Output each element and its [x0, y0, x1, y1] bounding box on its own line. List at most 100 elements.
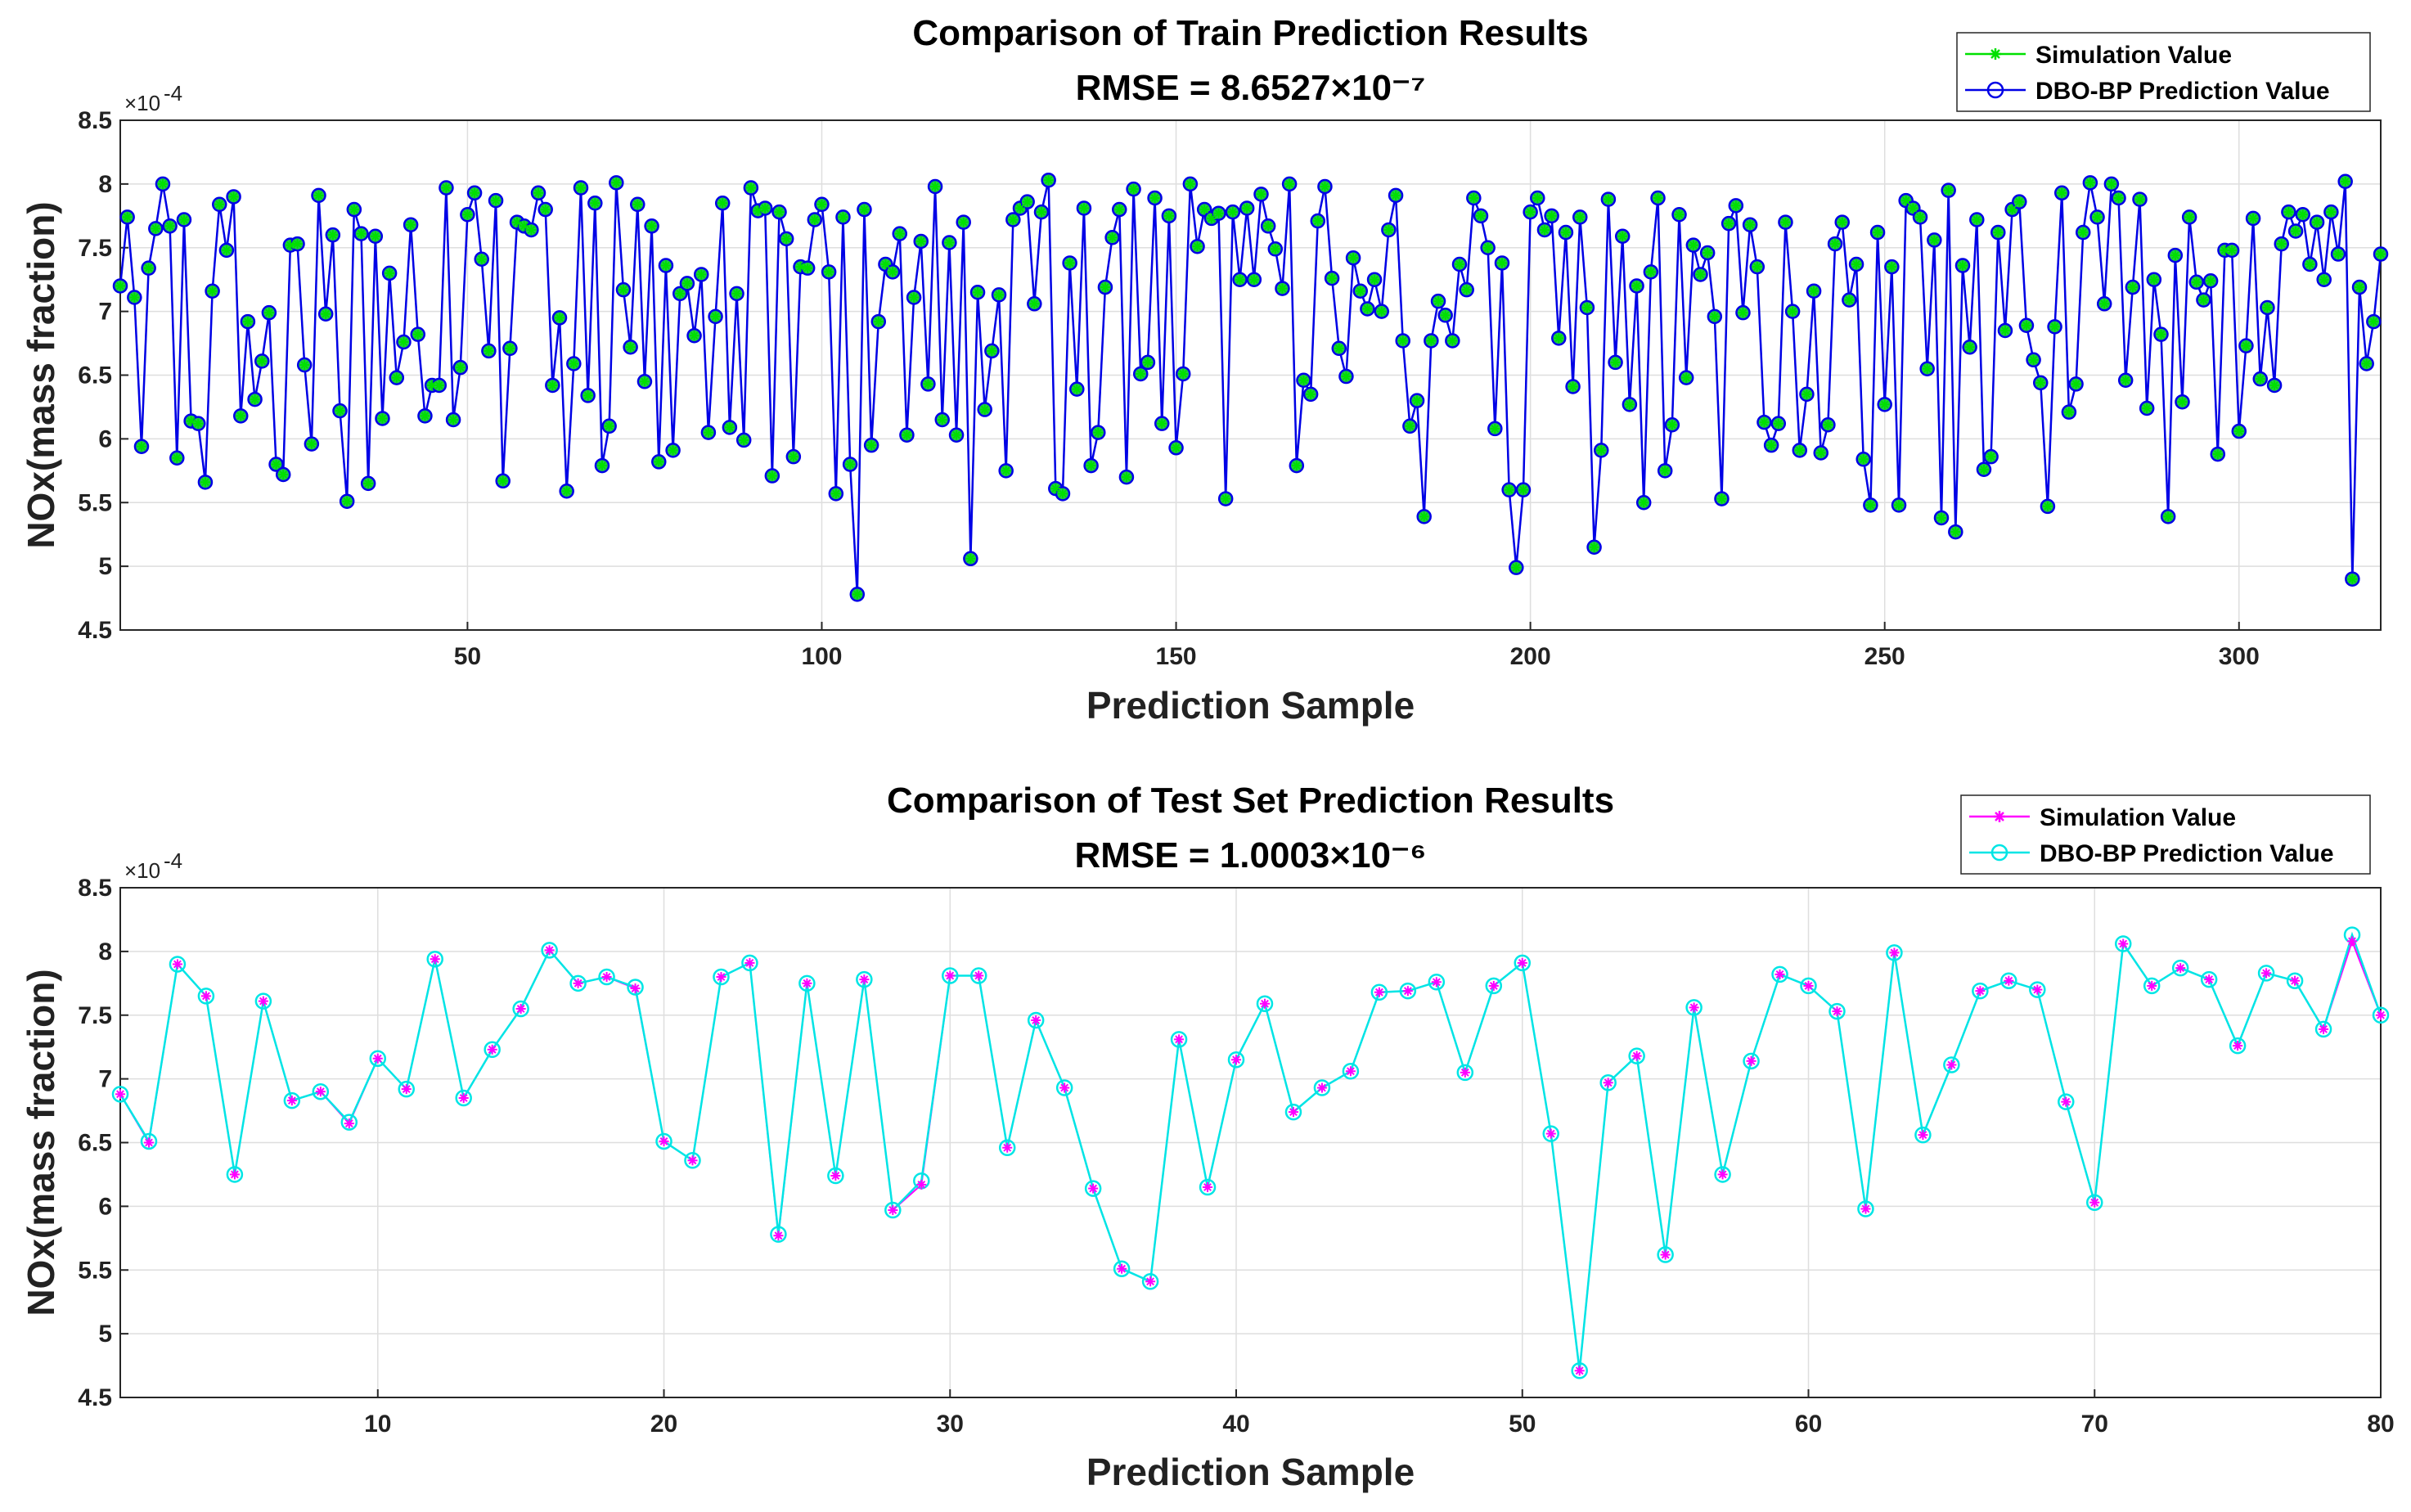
prediction-point — [598, 968, 615, 986]
prediction-point — [998, 1139, 1016, 1156]
simulation-point-stroke — [825, 268, 834, 277]
simulation-point-stroke — [1377, 307, 1386, 316]
prediction-point — [2029, 981, 2046, 998]
simulation-point-stroke — [1947, 1060, 1956, 1069]
simulation-point-stroke — [130, 293, 139, 302]
simulation-point-stroke — [2348, 574, 2357, 583]
simulation-point-stroke — [488, 1045, 497, 1054]
simulation-point-stroke — [1675, 210, 1684, 219]
simulation-point-stroke — [1816, 448, 1825, 457]
simulation-point — [1936, 512, 1946, 523]
simulation-point-stroke — [1804, 982, 1813, 990]
prediction-point — [1170, 1031, 1188, 1048]
simulation-point-stroke — [688, 1156, 697, 1165]
simulation-point-stroke — [1307, 389, 1316, 398]
simulation-point-stroke — [2121, 376, 2130, 385]
simulation-point-stroke — [201, 478, 209, 487]
simulation-point-stroke — [846, 460, 855, 469]
simulation-point-stroke — [1462, 286, 1471, 295]
simulation-point-stroke — [2079, 228, 2088, 236]
simulation-point-stroke — [1460, 1068, 1469, 1077]
simulation-point — [1447, 335, 1458, 346]
simulation-point-stroke — [2107, 179, 2116, 188]
simulation-point-stroke — [1640, 498, 1649, 507]
simulation-point — [873, 317, 884, 327]
simulation-point — [497, 475, 508, 486]
simulation-point-stroke — [831, 1172, 840, 1180]
x-tick-label: 20 — [650, 1411, 677, 1438]
simulation-point-stroke — [1760, 418, 1769, 427]
simulation-point-stroke — [1498, 259, 1506, 268]
simulation-point — [703, 427, 713, 438]
simulation-point-stroke — [442, 183, 451, 192]
simulation-point — [1221, 493, 1231, 504]
simulation-point-stroke — [2015, 197, 2024, 206]
y-tick-label: 7 — [98, 299, 112, 326]
simulation-point — [193, 418, 204, 429]
simulation-point-stroke — [583, 391, 592, 400]
simulation-point-stroke — [434, 381, 443, 389]
simulation-point-stroke — [250, 395, 259, 403]
simulation-point — [484, 345, 494, 356]
simulation-point — [1823, 420, 1833, 430]
simulation-point — [1560, 227, 1571, 238]
simulation-point — [951, 430, 962, 440]
prediction-point — [254, 992, 272, 1010]
simulation-point — [1759, 417, 1770, 428]
y-tick-label: 8.5 — [78, 107, 112, 134]
simulation-point-stroke — [1951, 528, 1960, 536]
simulation-point-stroke — [1328, 274, 1337, 283]
simulation-point-stroke — [1030, 299, 1039, 308]
simulation-point-stroke — [598, 461, 606, 470]
simulation-point-stroke — [2114, 194, 2123, 202]
simulation-point — [344, 1118, 354, 1129]
simulation-point — [1064, 258, 1075, 268]
simulation-point — [2032, 984, 2043, 995]
simulation-point-stroke — [516, 1005, 525, 1013]
simulation-point — [1589, 542, 1599, 552]
simulation-point — [512, 217, 523, 227]
x-tick-label: 80 — [2367, 1411, 2394, 1438]
simulation-point — [1766, 440, 1777, 451]
prediction-point — [2086, 1194, 2103, 1211]
simulation-point — [979, 404, 990, 415]
simulation-point-stroke — [1568, 382, 1577, 391]
simulation-point — [717, 198, 728, 209]
simulation-point-stroke — [1604, 195, 1613, 204]
simulation-point — [668, 445, 678, 456]
simulation-point-stroke — [1519, 485, 1527, 494]
simulation-point — [356, 228, 367, 239]
simulation-point — [937, 415, 947, 425]
prediction-point — [884, 1201, 902, 1219]
simulation-point — [1887, 262, 1897, 272]
simulation-point — [1405, 421, 1415, 431]
simulation-point-stroke — [924, 380, 933, 389]
simulation-point-stroke — [1901, 196, 1910, 205]
simulation-point-stroke — [1003, 1143, 1012, 1152]
simulation-point — [915, 236, 926, 246]
simulation-point — [157, 178, 168, 189]
simulation-point-stroke — [1122, 473, 1131, 482]
simulation-point-stroke — [2355, 283, 2364, 291]
simulation-point-stroke — [1980, 465, 1988, 474]
simulation-point-stroke — [1526, 208, 1535, 217]
prediction-point — [1857, 1200, 1874, 1217]
simulation-point-stroke — [690, 331, 699, 340]
simulation-point-stroke — [2022, 321, 2031, 330]
simulation-point-stroke — [602, 973, 611, 981]
y-exponent-power: -4 — [164, 81, 182, 106]
simulation-point — [1185, 178, 1195, 189]
simulation-point — [2241, 340, 2251, 351]
simulation-point — [2198, 295, 2209, 305]
simulation-point — [1163, 210, 1174, 221]
simulation-point-stroke — [1775, 970, 1784, 979]
x-tick-label: 50 — [1509, 1411, 1536, 1438]
simulation-point — [1248, 274, 1259, 285]
simulation-point — [1383, 224, 1394, 235]
simulation-point-stroke — [1667, 421, 1676, 430]
prediction-point — [1828, 1002, 1846, 1020]
simulation-point — [767, 470, 777, 481]
prediction-point — [969, 967, 987, 984]
simulation-point-stroke — [371, 232, 380, 241]
simulation-point-stroke — [2164, 512, 2173, 521]
